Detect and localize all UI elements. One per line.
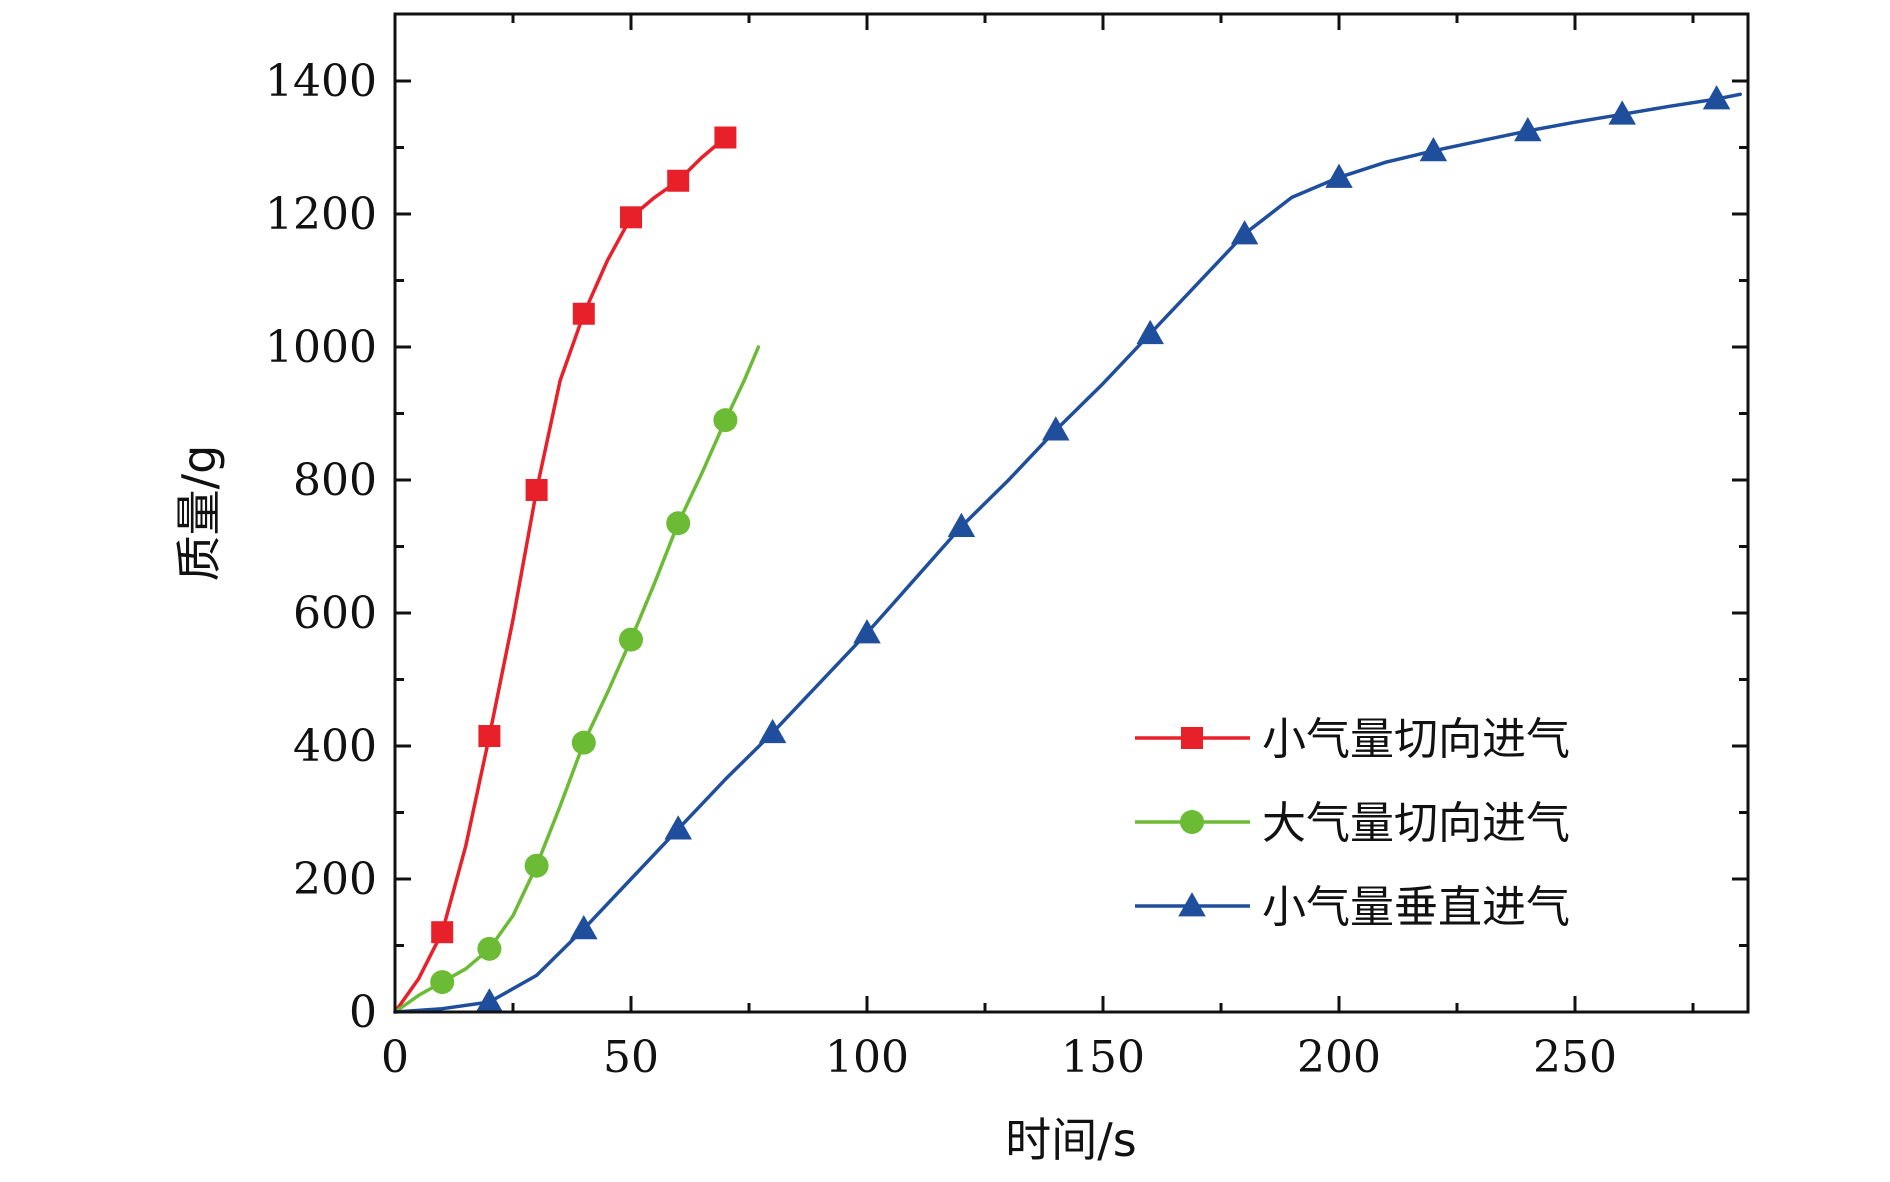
series-3 [393, 85, 1742, 1014]
series-1-marker [478, 725, 501, 748]
series-2-line [393, 345, 761, 1014]
legend-marker [1178, 892, 1206, 917]
series-3-marker [475, 988, 504, 1013]
y-tick-label: 1000 [265, 322, 377, 373]
series-2 [393, 345, 761, 1014]
series-3-marker [1419, 136, 1448, 162]
series-1 [393, 126, 737, 1014]
series-3-marker [758, 718, 787, 744]
series-3-marker [1514, 117, 1542, 142]
series-3-marker [1136, 319, 1164, 345]
y-tick-label: 1400 [265, 56, 377, 107]
y-tick-label: 1200 [265, 189, 377, 240]
series-3-marker [947, 512, 976, 537]
series-3-marker [1702, 85, 1731, 110]
series-1-marker [714, 126, 737, 149]
x-tick-label: 200 [1297, 1032, 1381, 1083]
legend-marker [1181, 727, 1203, 749]
series-1-marker [667, 169, 690, 192]
x-tick-label: 250 [1533, 1032, 1617, 1083]
series-2-marker [571, 730, 596, 755]
legend-entry: 大气量切向进气 [1135, 798, 1570, 849]
series-2-marker [666, 511, 691, 536]
x-axis-title: 时间/s [1005, 1113, 1136, 1167]
plot-frame [393, 12, 1750, 1014]
y-tick-label: 800 [293, 455, 377, 506]
series-layer [393, 85, 1742, 1014]
series-1-line [393, 135, 728, 1014]
y-tick-label: 200 [293, 854, 377, 905]
y-tick-label: 600 [293, 588, 377, 639]
legend-entry: 小气量切向进气 [1135, 714, 1570, 765]
series-3-marker [1230, 220, 1259, 245]
legend-marker [1180, 810, 1204, 834]
series-3-marker [570, 915, 598, 940]
legend-entry: 小气量垂直进气 [1135, 882, 1570, 933]
series-3-marker [664, 815, 692, 840]
series-2-marker [619, 627, 643, 652]
y-axis-title: 质量/g [172, 445, 226, 582]
legend-label: 大气量切向进气 [1262, 798, 1570, 849]
series-2-marker [430, 970, 455, 995]
series-1-marker [431, 921, 454, 944]
x-tick-label: 100 [825, 1032, 909, 1083]
series-1-marker [620, 206, 642, 229]
legend-label: 小气量垂直进气 [1262, 882, 1570, 933]
legend-label: 小气量切向进气 [1262, 714, 1570, 765]
y-tick-labels: 0 200 400 600 800 1000 1200 1400 [265, 56, 377, 1038]
x-tick-label: 50 [603, 1032, 659, 1083]
series-3-marker [1325, 163, 1353, 188]
y-tick-label: 400 [293, 721, 377, 772]
series-2-marker [713, 408, 738, 433]
series-1-marker [525, 478, 548, 501]
series-3-line [393, 92, 1742, 1014]
series-2-marker [477, 936, 502, 961]
series-3-marker [1042, 416, 1070, 441]
x-tick-label: 150 [1061, 1032, 1145, 1083]
series-3-marker [853, 619, 881, 644]
ticks-layer [393, 14, 1748, 1014]
series-1-marker [572, 302, 595, 325]
series-3-marker [1608, 100, 1636, 125]
x-tick-label: 0 [381, 1032, 409, 1083]
series-2-marker [524, 853, 549, 878]
y-tick-label: 0 [349, 987, 377, 1038]
x-tick-labels: 0 50 100 150 200 250 [381, 1032, 1617, 1083]
